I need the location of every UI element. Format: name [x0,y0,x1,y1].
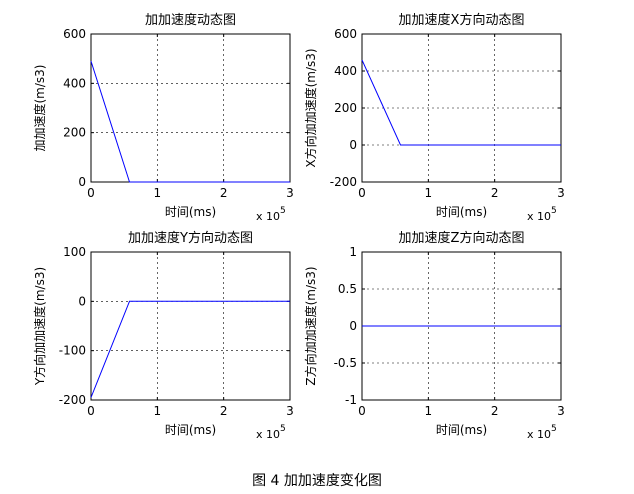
y-tick-label: -200 [330,175,357,189]
x-tick-label: 0 [358,404,366,418]
x-tick-label: 3 [557,404,565,418]
x-tick-label: 1 [154,186,162,200]
data-line [90,60,290,183]
y-axis-label: X方向加加速度(m/s3) [303,48,318,167]
chart-title: 加加速度X方向动态图 [399,12,525,28]
plot-area-frame [90,251,291,401]
x-tick-label: 0 [87,186,95,200]
x-exponent-base: x 10 [527,210,551,223]
x-tick-label: 2 [491,404,499,418]
x-tick-label: 0 [358,186,366,200]
x-exponent-label: x 105 [256,424,286,441]
data-line [361,59,561,146]
x-exponent-label: x 105 [527,206,557,223]
y-tick-label: 200 [63,126,86,140]
y-tick-label: 0 [78,294,86,308]
x-exponent-base: x 10 [256,210,280,223]
x-exponent-power: 5 [280,206,286,216]
y-tick-label: 400 [334,64,357,78]
x-exponent-power: 5 [280,424,286,434]
y-axis-label: Y方向加加速度(m/s3) [32,267,47,386]
x-tick-label: 1 [154,404,162,418]
data-line [90,300,290,398]
x-exponent-power: 5 [551,206,557,216]
y-tick-label: 0 [349,319,357,333]
y-tick-label: -1 [345,393,357,407]
x-exponent-power: 5 [551,424,557,434]
chart-title: 加加速度Y方向动态图 [128,230,253,246]
x-tick-label: 3 [286,404,294,418]
y-tick-label: -0.5 [334,356,357,370]
x-tick-label: 1 [425,186,433,200]
x-tick-label: 2 [220,186,228,200]
y-axis-label: 加加速度(m/s3) [32,65,47,152]
x-exponent-base: x 10 [527,428,551,441]
chart-title: 加加速度动态图 [145,12,236,28]
y-tick-label: 100 [63,245,86,259]
y-tick-label: 600 [334,27,357,41]
x-axis-label: 时间(ms) [165,205,216,219]
figure-caption: 图 4 加加速度变化图 [252,473,382,489]
x-axis-label: 时间(ms) [165,423,216,437]
y-tick-label: 200 [334,101,357,115]
x-tick-label: 2 [491,186,499,200]
y-tick-label: 0 [78,175,86,189]
y-tick-label: -200 [59,393,86,407]
x-exponent-label: x 105 [527,424,557,441]
y-tick-label: 0 [349,138,357,152]
chart-title: 加加速度Z方向动态图 [399,230,525,246]
x-tick-label: 1 [425,404,433,418]
plot-area-frame [361,33,562,183]
y-tick-label: -100 [59,344,86,358]
x-exponent-base: x 10 [256,428,280,441]
y-tick-label: 0.5 [338,282,357,296]
x-tick-label: 3 [557,186,565,200]
x-tick-label: 3 [286,186,294,200]
plot-area-frame [90,33,291,183]
x-exponent-label: x 105 [256,206,286,223]
y-tick-label: 400 [63,76,86,90]
x-axis-label: 时间(ms) [436,205,487,219]
x-tick-label: 2 [220,404,228,418]
y-tick-label: 1 [349,245,357,259]
y-axis-label: Z方向加加速度(m/s3) [303,266,318,385]
x-tick-label: 0 [87,404,95,418]
y-tick-label: 600 [63,27,86,41]
x-axis-label: 时间(ms) [436,423,487,437]
